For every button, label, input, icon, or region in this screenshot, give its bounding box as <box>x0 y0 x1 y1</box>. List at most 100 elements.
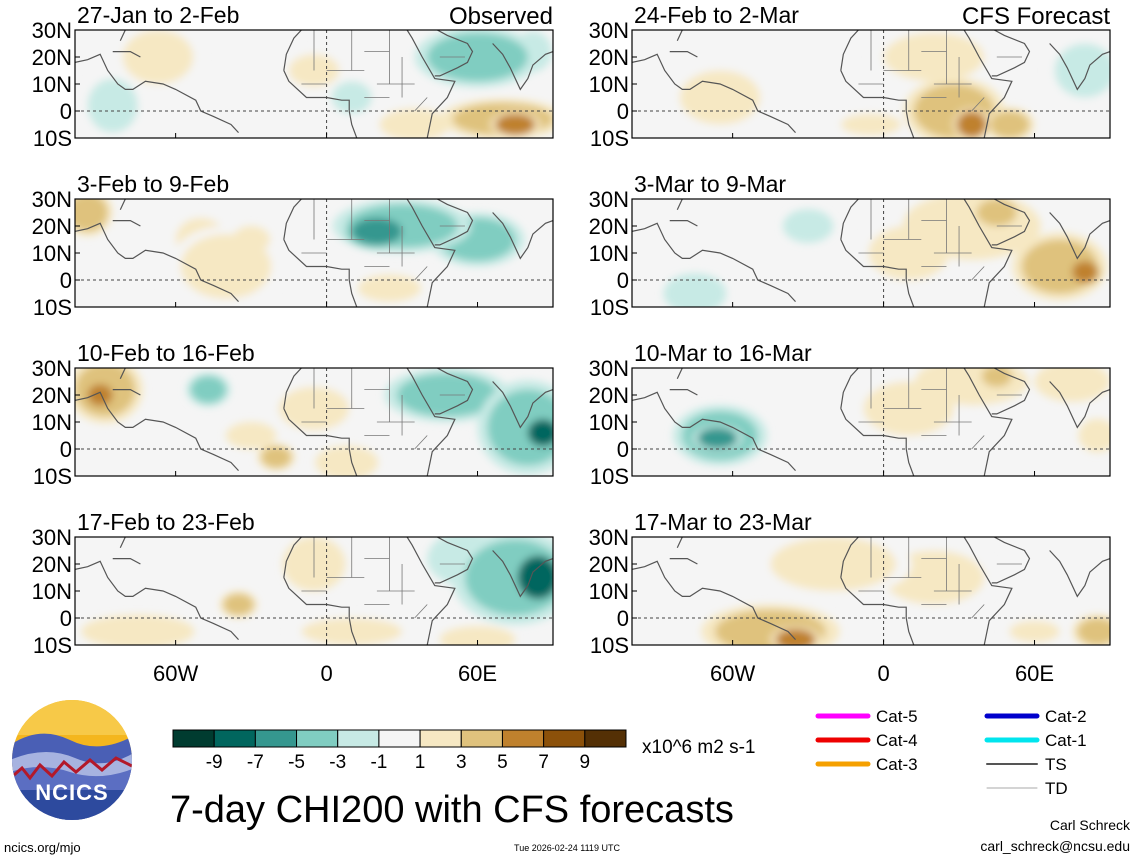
lon-tick-label: 60E <box>1015 661 1054 686</box>
coastline <box>406 199 456 307</box>
anomaly-blob <box>1042 368 1103 398</box>
coastline <box>840 199 859 240</box>
lat-tick-label: 10S <box>590 464 629 489</box>
anomaly-blob <box>1009 620 1060 643</box>
anomaly-blob <box>775 628 816 645</box>
panel-date-label: 10-Feb to 16-Feb <box>77 340 255 366</box>
lat-tick-label: 0 <box>60 268 72 293</box>
coastline <box>283 30 302 71</box>
lat-tick-label: 0 <box>60 437 72 462</box>
anomaly-blob <box>379 108 450 138</box>
anomaly-blob <box>495 113 536 136</box>
map-panel <box>632 30 1110 138</box>
lat-tick-label: 10S <box>33 126 72 151</box>
lon-tick-label: 60E <box>458 661 497 686</box>
lat-tick-label: 0 <box>617 606 629 631</box>
coastline <box>119 199 126 211</box>
logo-text: NCICS <box>35 780 108 805</box>
coastline <box>632 53 796 134</box>
anomaly-blob <box>364 277 415 299</box>
lat-tick-label: 10N <box>589 579 629 604</box>
coastline <box>112 389 141 396</box>
anomaly-blob <box>447 628 508 645</box>
coastline <box>632 391 796 472</box>
coastline <box>669 220 698 227</box>
coastline <box>632 222 796 303</box>
lat-tick-label: 0 <box>617 437 629 462</box>
coastline <box>492 212 553 260</box>
colorbar-swatch <box>460 729 503 748</box>
anomaly-blob <box>230 424 272 447</box>
anomaly-blob <box>331 81 372 114</box>
colorbar-swatch <box>584 729 627 748</box>
observed-column-label: Observed <box>449 3 553 30</box>
anomaly-blob <box>87 384 113 406</box>
lat-tick-label: 30N <box>32 356 72 381</box>
lat-tick-label: 20N <box>589 214 629 239</box>
forecast-column-label: CFS Forecast <box>962 3 1110 30</box>
coastline <box>963 30 1013 138</box>
anomaly-blob <box>321 449 372 476</box>
coastline <box>75 222 239 303</box>
coastline <box>963 537 1013 645</box>
legend-label: Cat-2 <box>1045 707 1087 726</box>
lat-tick-label: 10N <box>32 241 72 266</box>
lat-tick-label: 0 <box>617 99 629 124</box>
map-panel <box>75 368 553 476</box>
colorbar-swatch <box>543 729 586 748</box>
lat-tick-label: 10N <box>32 410 72 435</box>
legend-label: Cat-3 <box>876 755 918 774</box>
anomaly-blob <box>883 32 985 82</box>
coastline <box>112 220 141 227</box>
coastline <box>840 577 915 645</box>
lat-tick-label: 20N <box>32 552 72 577</box>
coastline <box>632 560 796 641</box>
coastline <box>283 70 358 138</box>
coastline <box>840 239 915 307</box>
coastline <box>840 368 859 409</box>
coastline <box>991 537 1031 584</box>
coastline <box>991 368 1031 415</box>
anomaly-blob <box>527 419 553 447</box>
lon-tick-label: 0 <box>877 661 889 686</box>
coastline <box>119 30 126 42</box>
lat-tick-label: 10N <box>589 72 629 97</box>
coastline <box>434 537 474 584</box>
colorbar-swatch <box>419 729 462 748</box>
lat-tick-label: 0 <box>617 268 629 293</box>
lon-tick-label: 60W <box>710 661 755 686</box>
country-border <box>414 604 428 619</box>
lat-tick-label: 10S <box>33 633 72 658</box>
coastline <box>669 389 698 396</box>
colorbar-tick-label: 9 <box>580 752 591 773</box>
colorbar-swatch <box>501 729 545 748</box>
coastline <box>963 199 1013 307</box>
anomaly-blob <box>517 555 553 600</box>
coastline <box>283 408 358 476</box>
lat-tick-label: 10S <box>33 464 72 489</box>
anomaly-blob <box>122 30 194 84</box>
lat-tick-label: 0 <box>60 99 72 124</box>
lat-tick-label: 10S <box>590 633 629 658</box>
coastline <box>840 537 859 578</box>
anomaly-blob <box>190 376 226 404</box>
panel-date-label: 3-Mar to 9-Mar <box>634 171 786 197</box>
panel-date-label: 17-Mar to 23-Mar <box>634 509 812 535</box>
coastline <box>669 557 698 565</box>
coastline <box>75 391 239 472</box>
coastline <box>676 368 683 380</box>
lat-tick-label: 30N <box>589 356 629 381</box>
country-border <box>414 97 428 112</box>
coastline <box>840 70 915 138</box>
panels-group <box>75 30 1110 645</box>
anomaly-blob <box>976 199 1017 226</box>
lat-tick-label: 10N <box>32 72 72 97</box>
lat-tick-label: 20N <box>589 45 629 70</box>
anomaly-blob <box>1082 422 1110 449</box>
lat-tick-label: 0 <box>60 606 72 631</box>
coastline <box>406 368 456 476</box>
source-site: ncics.org/mjo <box>4 840 81 855</box>
coastline <box>676 199 683 211</box>
coastline <box>75 53 239 134</box>
